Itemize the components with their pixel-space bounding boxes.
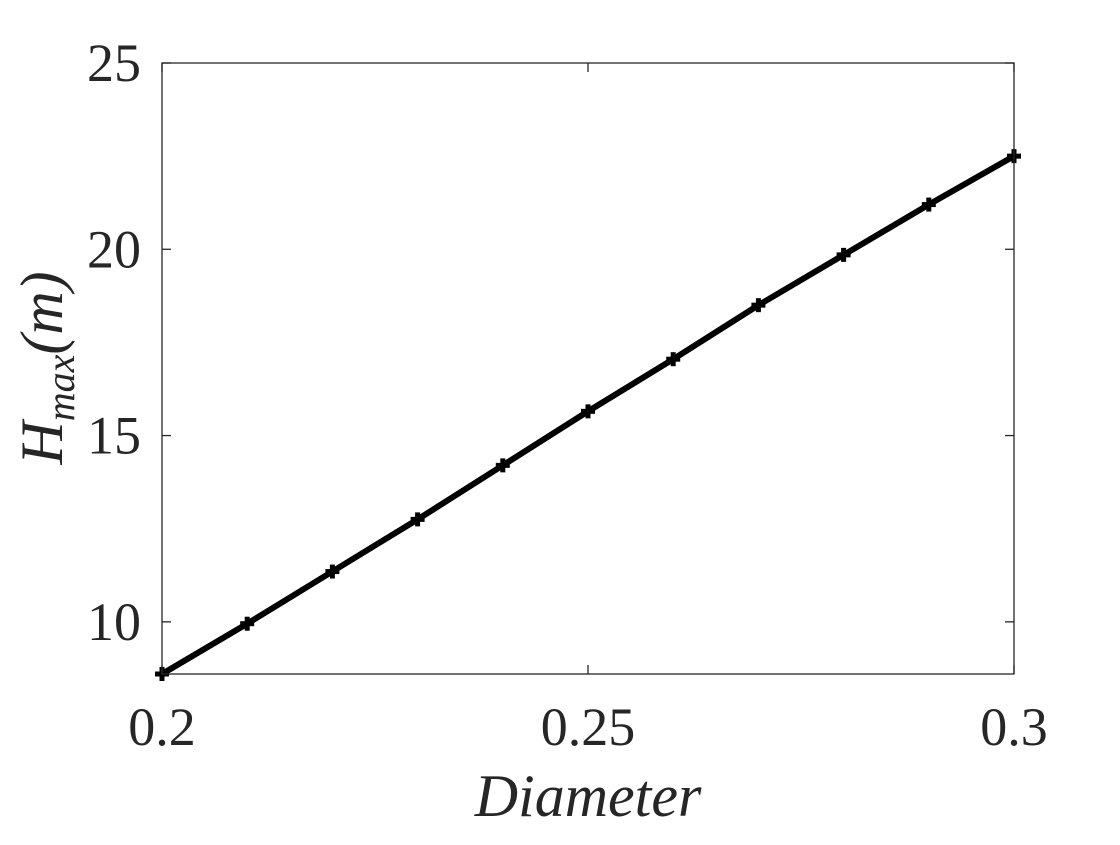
- y-tick-label: 25: [87, 33, 141, 93]
- plot-area-background: [162, 63, 1014, 674]
- y-axis-label-subscript: max: [38, 354, 83, 421]
- y-tick-label: 20: [87, 219, 141, 279]
- data-point-marker: [325, 564, 340, 579]
- x-axis-label: Diameter: [474, 763, 702, 829]
- data-point-marker: [410, 512, 425, 527]
- data-point-marker: [751, 298, 766, 313]
- data-point-marker: [495, 458, 510, 473]
- y-axis-label-unit: (m): [9, 271, 75, 354]
- y-axis-label-main: H: [9, 418, 75, 466]
- x-tick-label: 0.3: [980, 697, 1048, 757]
- y-tick-label: 10: [87, 592, 141, 652]
- y-axis-label: Hmax(m): [9, 271, 83, 465]
- data-point-marker: [836, 247, 851, 262]
- data-point-marker: [666, 352, 681, 367]
- tick-labels-layer: 0.2 0.25 0.3 10 15 20 25: [87, 33, 1048, 757]
- ticks-layer: [161, 62, 1015, 674]
- data-point-marker: [921, 197, 936, 212]
- data-point-marker: [581, 404, 595, 419]
- data-point-marker: [240, 616, 255, 631]
- x-tick-label: 0.25: [541, 697, 636, 757]
- x-tick-label: 0.2: [128, 697, 196, 757]
- y-tick-label: 15: [87, 406, 141, 466]
